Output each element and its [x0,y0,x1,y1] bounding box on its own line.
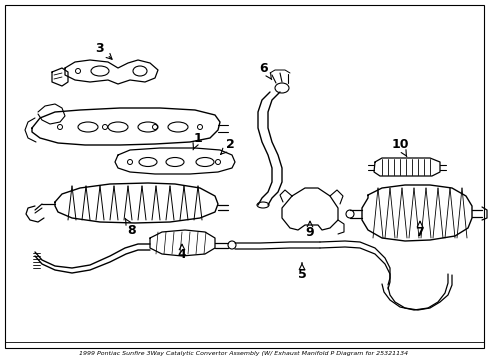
Text: 7: 7 [415,221,424,238]
Text: 10: 10 [390,139,408,157]
Text: 2: 2 [220,139,234,154]
Text: 5: 5 [297,263,306,282]
Text: 8: 8 [125,218,136,237]
Text: 1999 Pontiac Sunfire 3Way Catalytic Convertor Assembly (W/ Exhaust Manifold P Di: 1999 Pontiac Sunfire 3Way Catalytic Conv… [79,351,408,356]
Text: 4: 4 [177,244,186,261]
Text: 6: 6 [259,62,271,80]
Text: 9: 9 [305,221,314,238]
Text: 1: 1 [193,131,202,150]
Text: 3: 3 [96,41,112,59]
